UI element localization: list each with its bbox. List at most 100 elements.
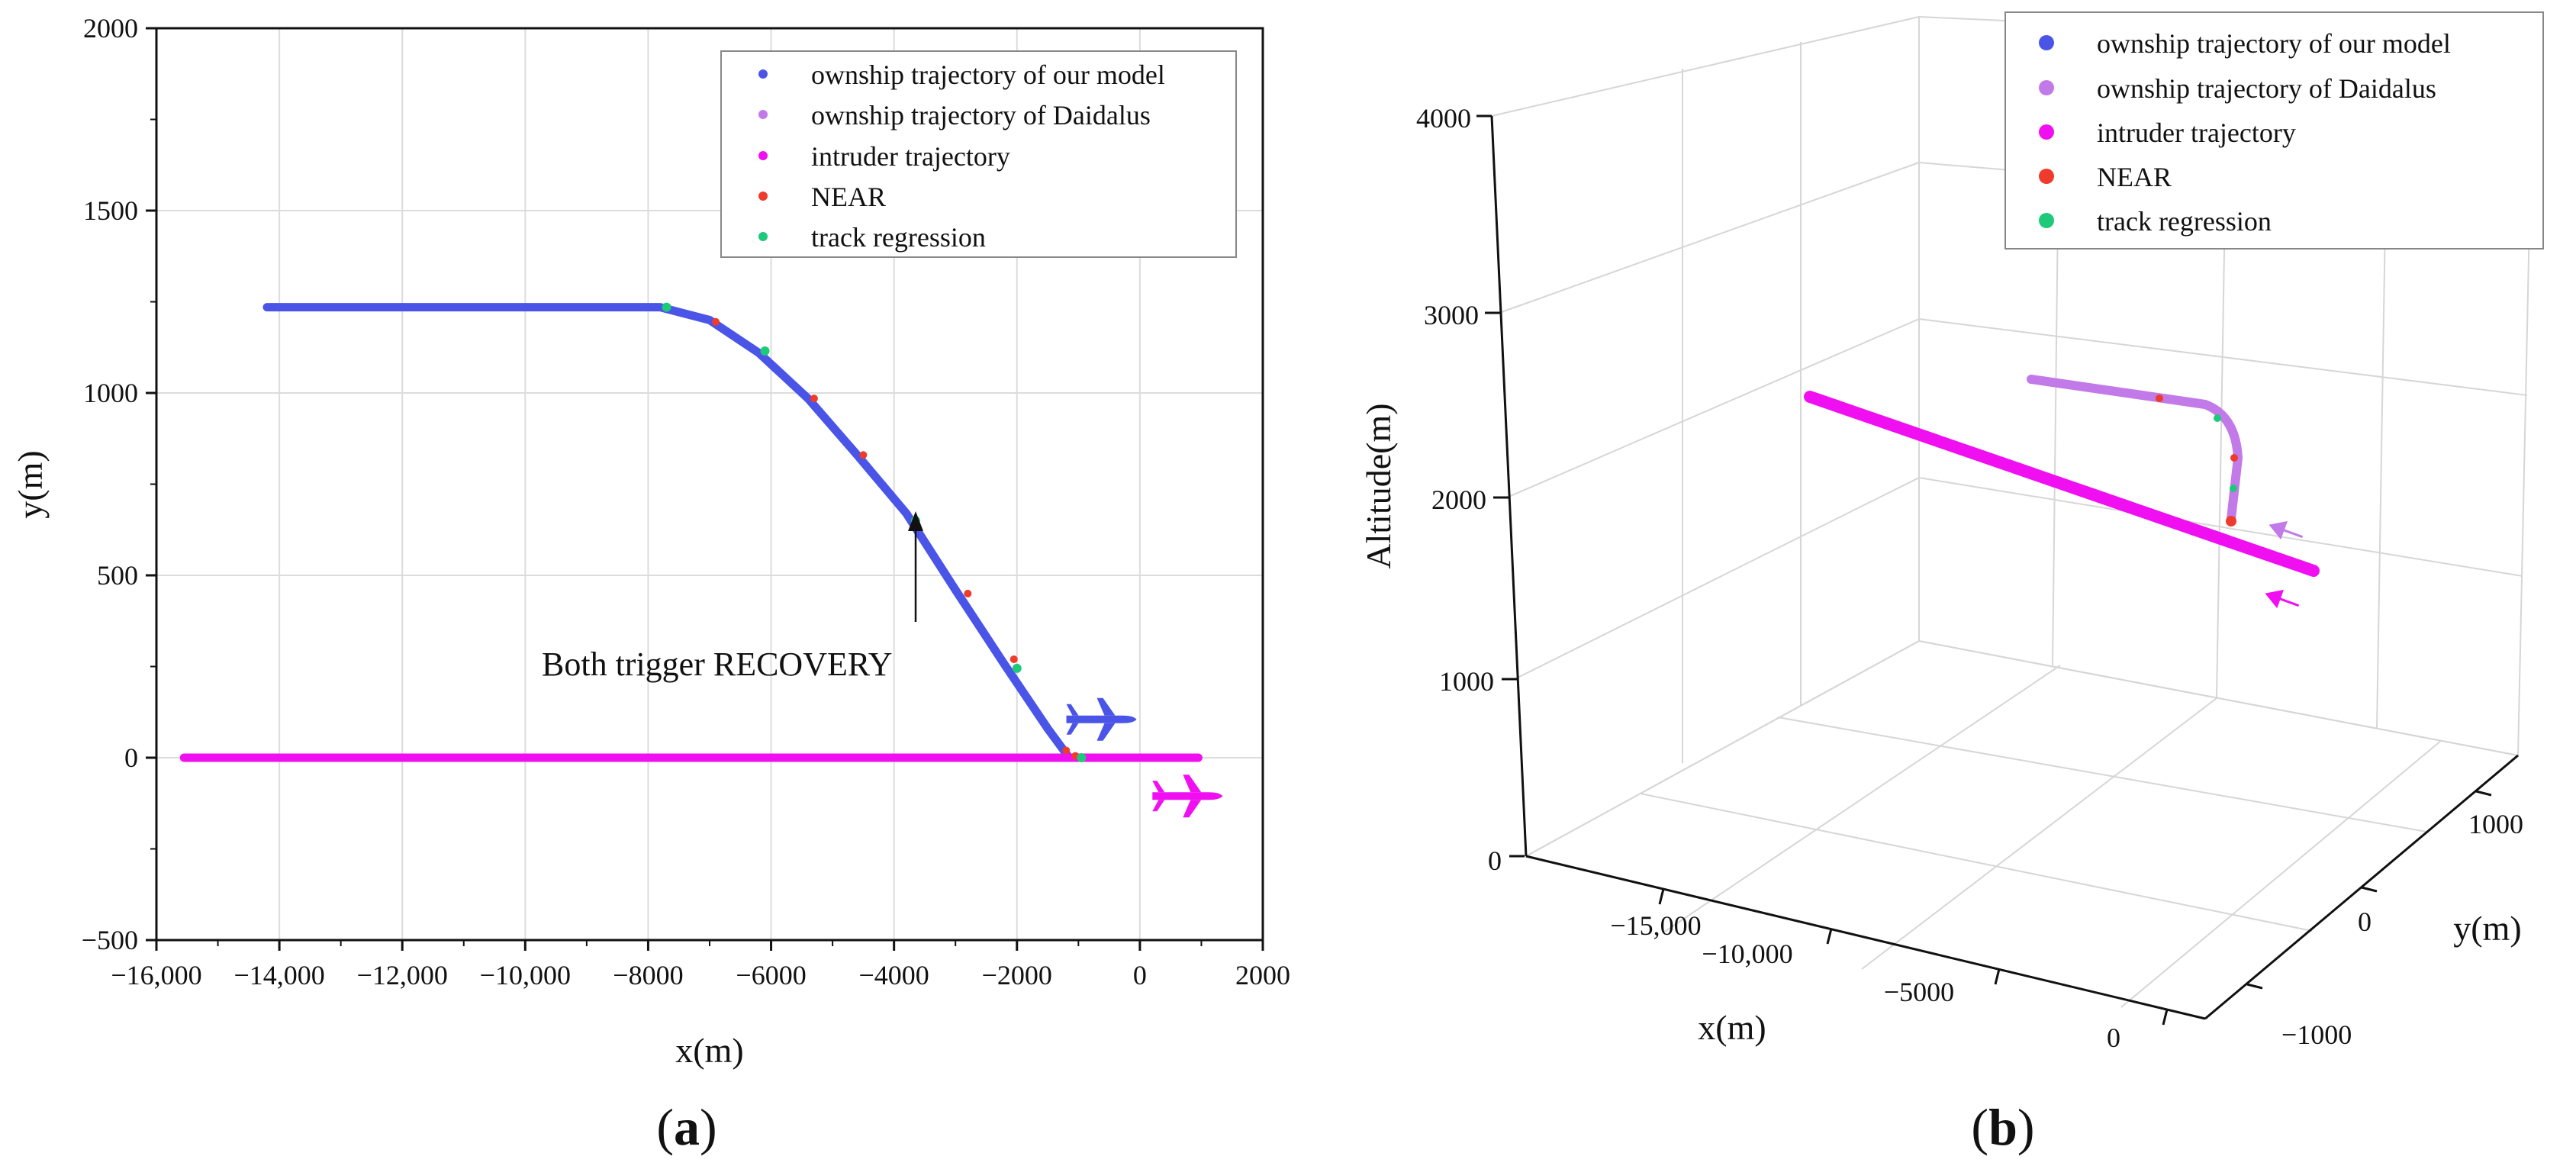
legend-label-intruder: intruder trajectory: [811, 141, 1010, 172]
legend-label-ownship: ownship trajectory of our model: [811, 60, 1165, 90]
y-tick-label: −500: [82, 925, 138, 955]
x-tick-minus5000: −5000: [1884, 977, 1954, 1007]
daidalus-markers-3d: [2156, 394, 2238, 492]
legend-b-marker-intruder: [2039, 124, 2054, 140]
y-tick-minus1000: −1000: [2281, 1019, 2352, 1050]
regression-point: [760, 346, 770, 356]
x-tick-label: −16,000: [111, 960, 201, 990]
near-point: [964, 589, 972, 597]
panel-b-x-ticks: −15,000 −10,000 −5000 0: [1610, 888, 2169, 1053]
near-point: [810, 394, 818, 403]
fuselage: [1066, 715, 1137, 723]
x-tick-label: −8000: [613, 960, 683, 990]
intruder-trajectory-3d: [1804, 391, 2320, 577]
x-axis-line: [1525, 855, 2206, 1020]
legend-marker-near: [758, 192, 768, 201]
legend-b-label-near: NEAR: [2097, 162, 2172, 192]
wings: [1096, 697, 1116, 741]
panel-a-y-ticks: −500 0 500 1000 1500 2000: [82, 13, 156, 955]
x-tick-label: −2000: [982, 960, 1052, 990]
legend-label-daidalus: ownship trajectory of Daidalus: [811, 100, 1151, 130]
legend-box-b: [2004, 11, 2544, 250]
legend-b-marker-near: [2039, 169, 2054, 184]
grid-floor-x-3: [2120, 739, 2442, 1008]
daidalus-aircraft-icon: [2268, 520, 2304, 540]
panel-a-legend: ownship trajectory of our model ownship …: [720, 50, 1237, 258]
panel-a-x-ticks: −16,000 −14,000 −12,000 −10,000 −8000 −6000 −4…: [111, 940, 1290, 990]
panel-b-floor: [1524, 639, 2520, 1020]
legend-b-label-ownship: ownship trajectory of our model: [2097, 28, 2451, 59]
regression-point: [662, 302, 671, 312]
z-tick-1000: 1000: [1439, 666, 1494, 697]
z-tick-3000: 3000: [1424, 300, 1479, 330]
grid-floor-x-2: [1861, 697, 2217, 970]
z-tick-2000: 2000: [1431, 485, 1486, 515]
legend-marker-regression: [758, 232, 768, 241]
tail: [1066, 704, 1079, 735]
panel-a-aircraft: [1066, 697, 1223, 818]
legend-marker-daidalus: [758, 110, 768, 119]
panel-b-x-axis-label: x(m): [1698, 1008, 1766, 1047]
daidalus-event-point: [2214, 414, 2221, 422]
grid-floor-x-1: [1663, 665, 2061, 933]
x-tick-label: −4000: [859, 960, 929, 990]
legend-b-marker-ownship: [2039, 35, 2054, 50]
legend-marker-intruder: [758, 151, 768, 160]
x-tick-label: −6000: [736, 960, 806, 990]
ownship-aircraft-icon: [1066, 697, 1137, 741]
y-tick-0: 0: [2358, 907, 2372, 937]
x-tick-label: −10,000: [480, 960, 571, 990]
intruder-aircraft-icon: [1152, 775, 1223, 818]
x-tick-0: 0: [2107, 1022, 2120, 1053]
near-point: [859, 451, 868, 459]
z-tick-0: 0: [1488, 845, 1502, 876]
fuselage: [1152, 792, 1223, 800]
panel-a-x-axis-label: x(m): [675, 1031, 743, 1070]
panel-b-y-ticks: −1000 0 1000: [2246, 790, 2523, 1050]
y-tick-label: 500: [97, 560, 138, 591]
wings: [1183, 775, 1202, 818]
panel-a-y-axis-label: y(m): [11, 450, 50, 518]
panel-a-caption: (a): [656, 1098, 716, 1156]
near-point: [712, 317, 720, 326]
legend-marker-ownship: [758, 69, 768, 79]
legend-label-near: NEAR: [811, 182, 886, 212]
grid-floor-y-2: [1777, 717, 2427, 832]
z-tick-4000: 4000: [1416, 103, 1471, 134]
panel-b-series: [1804, 375, 2320, 609]
tail: [1152, 781, 1165, 812]
z-axis-line: [1490, 115, 1528, 857]
panel-b-caption: (b): [1971, 1098, 2034, 1156]
y-tick-1000: 1000: [2468, 809, 2523, 839]
intruder-aircraft-icon: [2265, 589, 2300, 609]
panel-a-series: [179, 303, 1203, 762]
annotation-text: Both trigger RECOVERY: [542, 646, 893, 683]
panel-b-legend: ownship trajectory of our model ownship …: [2004, 11, 2544, 250]
y-tick-label: 1500: [83, 195, 138, 226]
legend-b-label-daidalus: ownship trajectory of Daidalus: [2097, 73, 2436, 104]
x-tick-minus10000: −10,000: [1702, 939, 1792, 969]
x-tick-label: −12,000: [357, 960, 448, 990]
near-point: [1009, 655, 1018, 663]
near-point-3d: [2226, 516, 2236, 527]
grid-z-left-1: [1499, 162, 1920, 314]
y-axis-line: [2204, 754, 2519, 1020]
panel-b-y-axis-label: y(m): [2453, 909, 2521, 948]
grid-z-left-2: [1506, 318, 1920, 498]
x-tick-label: −14,000: [233, 960, 324, 990]
legend-b-marker-daidalus: [2039, 80, 2054, 95]
legend-box: [720, 50, 1237, 258]
panel-b-z-ticks: 0 1000 2000 3000 4000: [1416, 103, 1525, 876]
x-tick-label: 2000: [1235, 960, 1290, 990]
daidalus-trajectory-3d: [2027, 375, 2243, 523]
panel-b-z-axis-label: Altitude(m): [1359, 403, 1398, 568]
grid-z-back-3: [1918, 477, 2523, 577]
legend-label-regression: track regression: [811, 222, 986, 253]
legend-b-marker-regression: [2039, 213, 2054, 228]
regression-point: [1077, 753, 1087, 762]
regression-point: [1012, 663, 1022, 673]
x-tick-minus15000: −15,000: [1610, 910, 1701, 941]
y-tick-label: 2000: [83, 13, 138, 43]
x-tick-label: 0: [1133, 960, 1147, 990]
